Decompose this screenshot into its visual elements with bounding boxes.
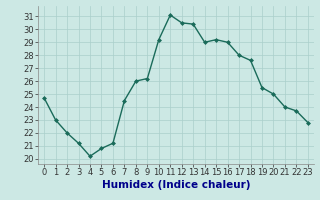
X-axis label: Humidex (Indice chaleur): Humidex (Indice chaleur)	[102, 180, 250, 190]
